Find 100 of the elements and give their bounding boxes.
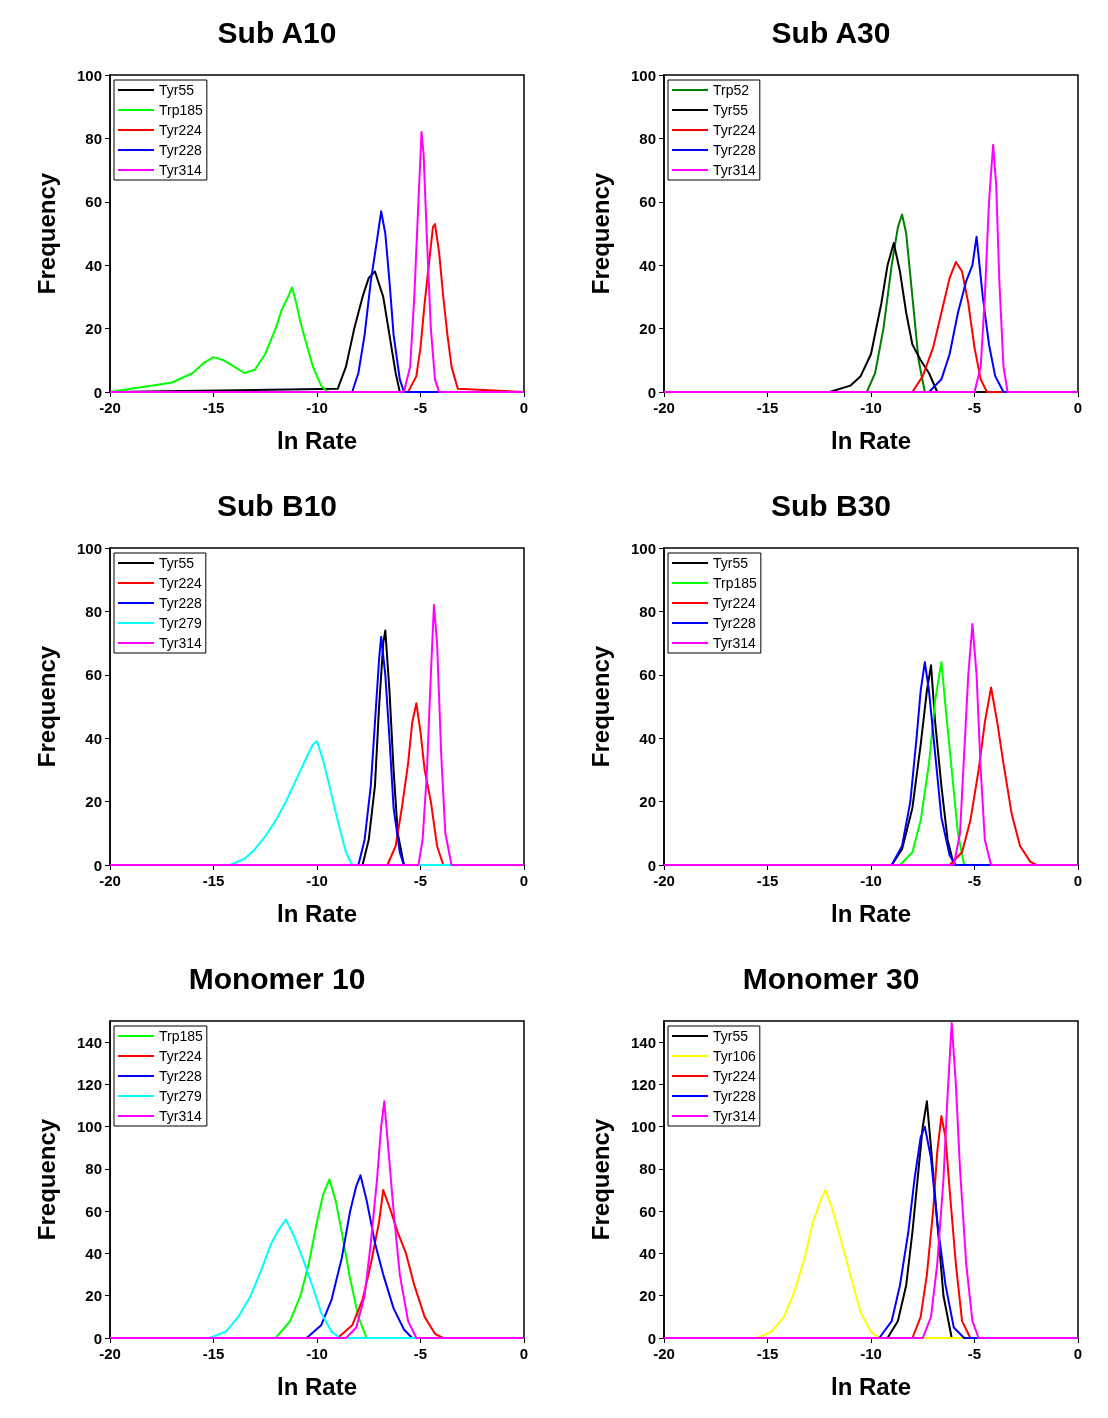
legend-label: Tyr228 — [713, 142, 757, 158]
y-tick-label: 60 — [85, 666, 102, 684]
legend-label: Tyr55 — [713, 1028, 749, 1044]
x-tick-label: -20 — [653, 1345, 675, 1362]
x-tick-label: -15 — [202, 399, 225, 416]
x-tick-label: -15 — [202, 1345, 225, 1362]
legend-label: Tyr224 — [713, 595, 757, 611]
y-tick-label: 20 — [85, 1287, 102, 1305]
x-axis-title: ln Rate — [830, 899, 912, 927]
x-tick-label: -10 — [860, 1345, 882, 1362]
x-tick-label: 0 — [519, 399, 529, 416]
y-tick-label: 80 — [639, 129, 656, 147]
x-tick-label: 0 — [1073, 1345, 1083, 1362]
legend-label: Tyr228 — [713, 615, 757, 631]
y-tick-label: 100 — [630, 66, 656, 84]
y-axis-title: Frequency — [32, 645, 60, 768]
y-tick-label: 120 — [630, 1075, 656, 1093]
y-tick-label: 0 — [93, 856, 102, 874]
legend-label: Tyr224 — [159, 1048, 203, 1064]
x-axis-title: ln Rate — [276, 899, 358, 927]
legend-label: Trp185 — [159, 102, 204, 118]
y-tick-label: 80 — [85, 129, 102, 147]
y-tick-label: 100 — [76, 539, 102, 557]
y-tick-label: 0 — [647, 856, 656, 874]
x-axis-title: ln Rate — [276, 1372, 358, 1400]
x-tick-label: -10 — [306, 399, 328, 416]
legend-label: Trp185 — [159, 1028, 204, 1044]
y-tick-label: 40 — [639, 729, 656, 747]
x-tick-label: -20 — [99, 872, 121, 889]
x-tick-label: 0 — [1073, 399, 1083, 416]
x-axis-title: ln Rate — [830, 1372, 912, 1400]
x-tick-label: -10 — [860, 872, 882, 889]
x-tick-label: 0 — [519, 1345, 529, 1362]
x-tick-label: -5 — [413, 399, 428, 416]
y-axis-title: Frequency — [586, 172, 614, 295]
chart-title: Sub B10 — [216, 488, 338, 522]
legend-label: Tyr314 — [159, 1108, 203, 1124]
y-tick-label: 0 — [93, 1329, 102, 1347]
x-tick-label: -20 — [653, 399, 675, 416]
y-tick-label: 60 — [639, 1202, 656, 1220]
chart-title: Monomer 30 — [742, 961, 920, 995]
x-tick-label: -5 — [413, 872, 428, 889]
y-tick-label: 0 — [647, 1329, 656, 1347]
legend-label: Tyr55 — [159, 82, 195, 98]
legend-label: Trp52 — [713, 82, 750, 98]
x-tick-label: -15 — [756, 399, 779, 416]
x-tick-label: -20 — [99, 1345, 121, 1362]
y-tick-label: 40 — [639, 256, 656, 274]
x-tick-label: -15 — [756, 872, 779, 889]
y-tick-label: 60 — [639, 666, 656, 684]
y-tick-label: 40 — [639, 1244, 656, 1262]
legend-label: Tyr314 — [159, 635, 203, 651]
legend-label: Trp185 — [713, 575, 758, 591]
legend-label: Tyr224 — [159, 575, 203, 591]
x-tick-label: -10 — [306, 1345, 328, 1362]
legend-label: Tyr228 — [713, 1088, 757, 1104]
legend-label: Tyr224 — [713, 122, 757, 138]
y-tick-label: 80 — [639, 1160, 656, 1178]
legend-label: Tyr279 — [159, 615, 203, 631]
legend-label: Tyr55 — [159, 555, 195, 571]
y-tick-label: 80 — [639, 602, 656, 620]
chart-title: Sub A10 — [217, 15, 337, 49]
legend-label: Tyr228 — [159, 142, 203, 158]
y-tick-label: 140 — [76, 1033, 102, 1051]
x-tick-label: -15 — [202, 872, 225, 889]
y-tick-label: 80 — [85, 1160, 102, 1178]
legend-label: Tyr55 — [713, 102, 749, 118]
legend-label: Tyr224 — [713, 1068, 757, 1084]
y-tick-label: 60 — [85, 193, 102, 211]
chart-title: Monomer 10 — [188, 961, 366, 995]
chart-title: Sub A30 — [771, 15, 891, 49]
y-tick-label: 20 — [639, 320, 656, 338]
x-tick-label: -15 — [756, 1345, 779, 1362]
y-tick-label: 20 — [85, 793, 102, 811]
y-tick-label: 80 — [85, 602, 102, 620]
x-axis-title: ln Rate — [830, 426, 912, 454]
y-tick-label: 40 — [85, 1244, 102, 1262]
legend-label: Tyr106 — [713, 1048, 757, 1064]
y-tick-label: 40 — [85, 729, 102, 747]
x-tick-label: -10 — [306, 872, 328, 889]
y-tick-label: 60 — [639, 193, 656, 211]
y-tick-label: 140 — [630, 1033, 656, 1051]
x-tick-label: -5 — [967, 399, 982, 416]
legend-label: Tyr314 — [713, 635, 757, 651]
y-tick-label: 100 — [630, 1118, 656, 1136]
y-axis-title: Frequency — [586, 645, 614, 768]
y-tick-label: 20 — [639, 1287, 656, 1305]
x-tick-label: -20 — [653, 872, 675, 889]
y-tick-label: 60 — [85, 1202, 102, 1220]
x-tick-label: -10 — [860, 399, 882, 416]
legend-label: Tyr279 — [159, 1088, 203, 1104]
y-tick-label: 40 — [85, 256, 102, 274]
legend-label: Tyr55 — [713, 555, 749, 571]
y-axis-title: Frequency — [586, 1118, 614, 1241]
legend-label: Tyr224 — [159, 122, 203, 138]
y-axis-title: Frequency — [32, 1118, 60, 1241]
x-tick-label: 0 — [1073, 872, 1083, 889]
legend-label: Tyr314 — [713, 162, 757, 178]
x-tick-label: 0 — [519, 872, 529, 889]
y-tick-label: 100 — [630, 539, 656, 557]
